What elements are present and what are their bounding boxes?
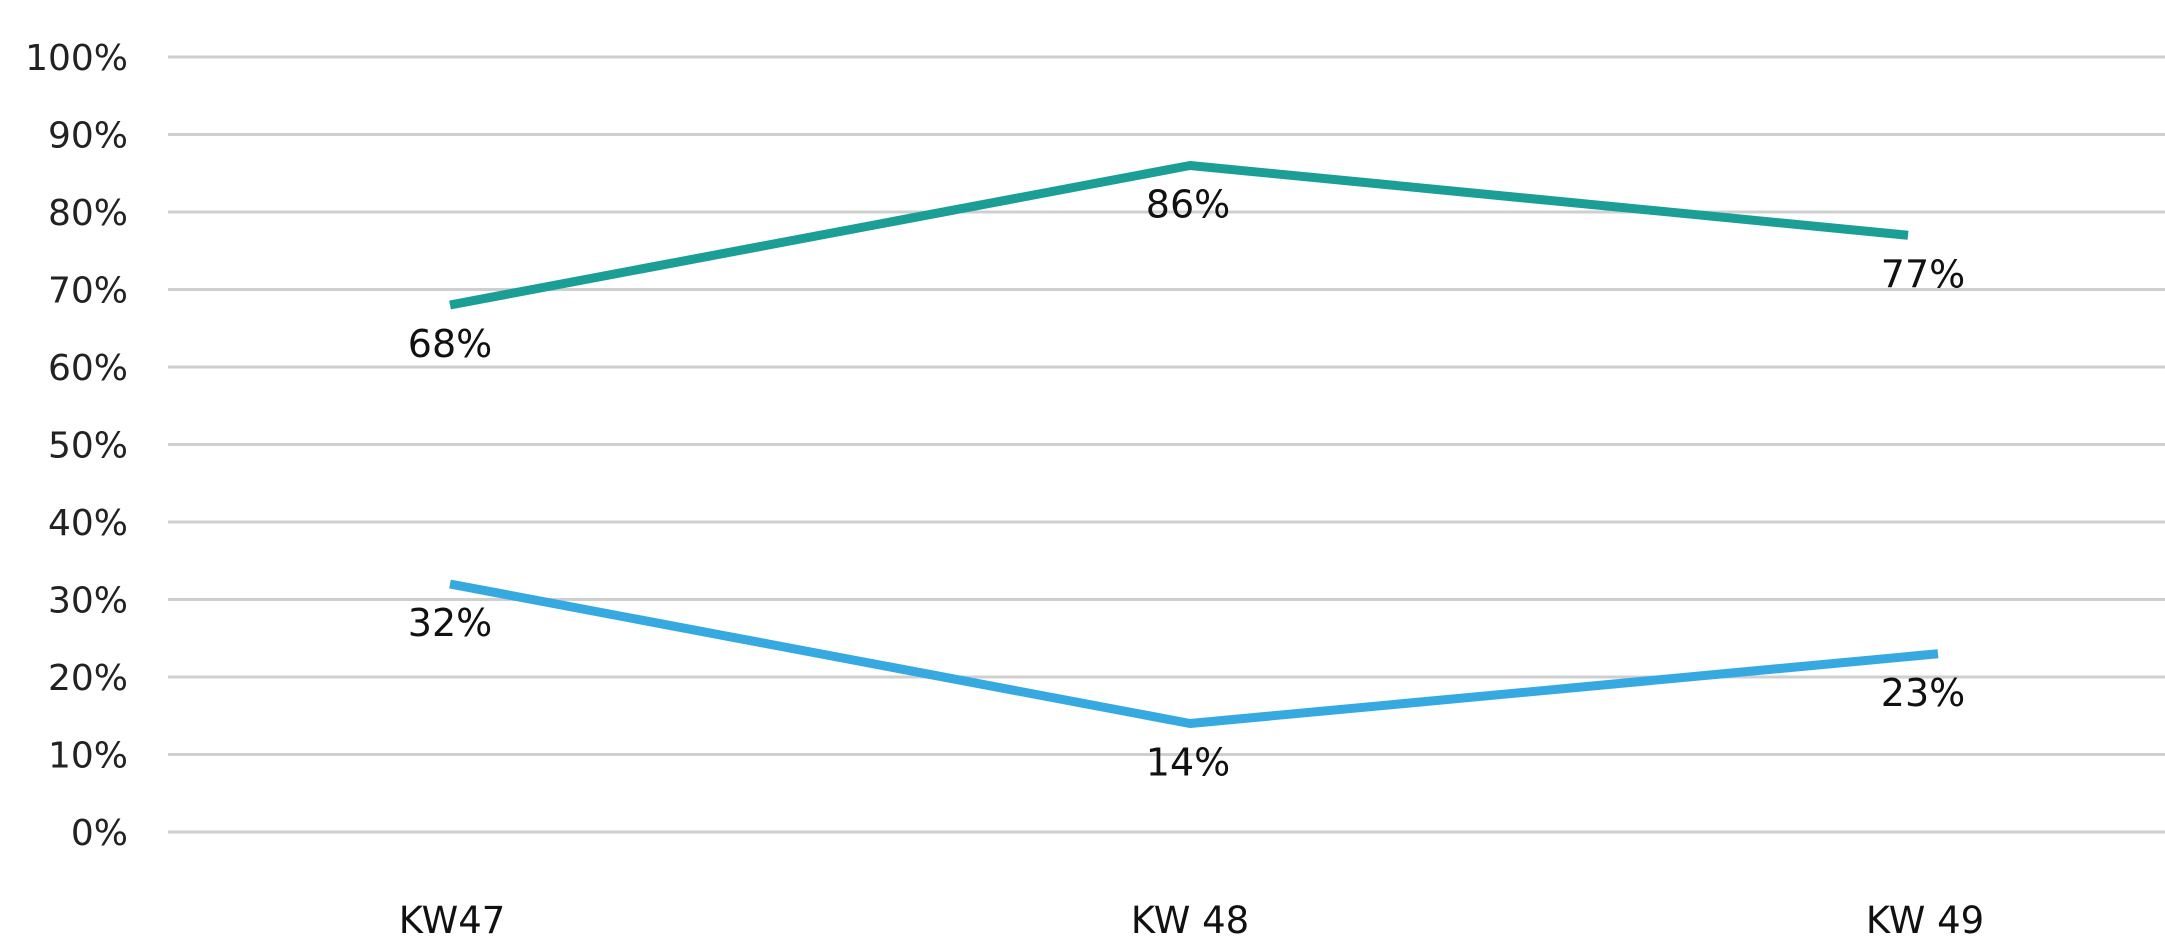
- y-tick-label: 70%: [48, 271, 128, 312]
- gridlines: [168, 55, 2165, 834]
- series-line-1: [449, 161, 1909, 310]
- data-label: 14%: [1146, 741, 1230, 785]
- series-lines: [449, 161, 1939, 728]
- y-tick-label: 30%: [48, 581, 128, 622]
- data-label: 86%: [1146, 183, 1230, 227]
- data-labels: 68% 86% 77% 32% 14% 23%: [408, 183, 1965, 785]
- y-tick-label: 40%: [48, 503, 128, 544]
- x-tick-label: KW 48: [1131, 899, 1249, 938]
- y-tick-label: 100%: [25, 38, 128, 79]
- x-axis-tick-labels: KW47 KW 48 KW 49: [399, 899, 1985, 938]
- y-tick-label: 20%: [48, 658, 128, 699]
- data-label: 32%: [408, 601, 492, 645]
- y-tick-label: 90%: [48, 116, 128, 157]
- x-tick-label: KW47: [399, 899, 506, 938]
- y-tick-label: 10%: [48, 736, 128, 777]
- y-tick-label: 80%: [48, 193, 128, 234]
- data-label: 68%: [408, 322, 492, 366]
- y-tick-label: 60%: [48, 348, 128, 389]
- y-tick-label: 0%: [71, 813, 128, 854]
- series-line-2: [449, 579, 1939, 728]
- y-axis-tick-labels: 0% 10% 20% 30% 40% 50% 60% 70% 80% 90% 100%: [25, 38, 128, 854]
- x-tick-label: KW 49: [1866, 899, 1984, 938]
- y-tick-label: 50%: [48, 426, 128, 467]
- data-label: 23%: [1881, 671, 1965, 715]
- data-label: 77%: [1881, 252, 1965, 296]
